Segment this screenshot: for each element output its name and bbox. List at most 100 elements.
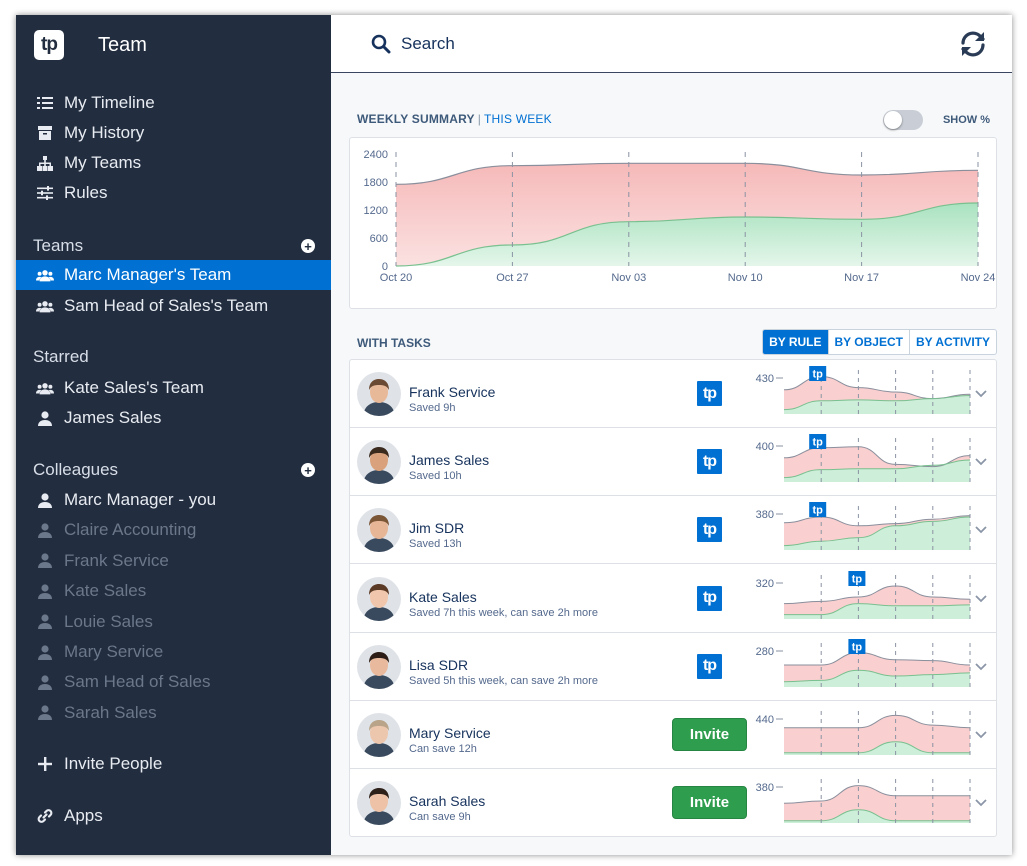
user-icon [36,491,54,509]
link-icon [36,807,54,825]
tp-badge-icon[interactable]: tp [697,585,722,611]
user-savings-text: Saved 5h this week, can save 2h more [409,674,598,687]
user-name[interactable]: Lisa SDR [409,656,469,673]
spark-saved-area [784,603,970,619]
team-item-marc[interactable]: Marc Manager's Team [16,260,331,290]
nav-my-history[interactable]: My History [16,118,331,148]
search-button[interactable]: Search [371,34,455,54]
brand-logo[interactable]: tp [34,30,64,60]
list-item[interactable]: Jim SDR Saved 13h tp 380 tp [350,496,996,565]
apps-link[interactable]: Apps [16,801,331,831]
spark-peak-label: 440 [756,714,774,726]
chevron-down-icon[interactable] [974,796,988,808]
user-icon [36,704,54,722]
user-icon [36,613,54,631]
chevron-down-icon[interactable] [974,728,988,740]
tp-badge-icon[interactable]: tp [697,653,722,679]
user-savings-text: Saved 10h [409,470,462,483]
user-name[interactable]: Kate Sales [409,588,477,605]
chevron-down-icon[interactable] [974,592,988,604]
chevron-down-icon[interactable] [974,387,988,399]
user-name[interactable]: Jim SDR [409,520,465,537]
colleague-item[interactable]: Sam Head of Sales [16,667,331,697]
nav-label: Rules [64,183,108,202]
user-name[interactable]: Sarah Sales [409,793,486,810]
weekly-summary-heading: WEEKLY SUMMARY | THIS WEEK [357,112,552,126]
colleague-item[interactable]: Sarah Sales [16,698,331,728]
refresh-icon[interactable] [958,29,988,59]
tp-badge-icon[interactable]: tp [697,381,722,406]
segment-by-rule[interactable]: BY RULE [763,330,828,354]
invite-button[interactable]: Invite [672,718,747,751]
spark-tp-marker-label: tp [813,369,824,381]
add-team-button[interactable]: + [301,239,315,253]
colleague-item[interactable]: Marc Manager - you [16,485,331,515]
avatar [357,440,401,485]
colleague-item[interactable]: Kate Sales [16,576,331,606]
colleague-label: Kate Sales [64,581,147,601]
add-colleague-button[interactable]: + [301,463,315,477]
user-icon [36,673,54,691]
sidebar: tp Team My Timeline My History My Teams [16,15,331,855]
colleague-item[interactable]: Mary Service [16,637,331,667]
spark-tp-marker [809,434,827,450]
show-percent-toggle[interactable] [882,110,923,130]
starred-label: James Sales [64,408,162,427]
group-icon [36,297,54,315]
list-item[interactable]: James Sales Saved 10h tp 400 tp [350,428,996,497]
x-tick-label: Nov 17 [844,272,879,284]
colleague-item[interactable]: Louie Sales [16,607,331,637]
nav-my-teams[interactable]: My Teams [16,148,331,178]
spark-saved-area [784,460,970,483]
user-name[interactable]: James Sales [409,452,490,469]
spark-tp-marker-label: tp [813,505,824,517]
spark-tp-marker-label: tp [813,437,824,449]
search-icon [371,34,391,54]
colleague-label: Mary Service [64,642,164,661]
chevron-down-icon[interactable] [974,660,988,672]
starred-item-james[interactable]: James Sales [16,403,331,433]
avatar [357,508,401,553]
list-item[interactable]: Lisa SDR Saved 5h this week, can save 2h … [350,633,996,701]
x-tick-label: Oct 27 [496,272,528,284]
tp-badge-icon[interactable]: tp [697,449,722,475]
list-item[interactable]: Mary Service Can save 12h Invite 440 [350,701,996,769]
summary-separator: | [477,112,482,126]
list-item[interactable]: Frank Service Saved 9h tp 430 tp [350,360,996,428]
spark-peak-label: 430 [756,373,774,385]
chevron-down-icon[interactable] [974,523,988,535]
team-item-sam[interactable]: Sam Head of Sales's Team [16,291,331,321]
chevron-down-icon[interactable] [974,455,988,467]
tp-badge-icon[interactable]: tp [697,517,722,543]
invite-button[interactable]: Invite [672,786,747,820]
invite-people-link[interactable]: Invite People [16,749,331,779]
series-total-line [395,162,979,185]
summary-period-link[interactable]: THIS WEEK [484,112,552,126]
spark-saved-line [783,459,971,479]
list-item[interactable]: Sarah Sales Can save 9h Invite 380 [350,769,996,837]
spark-saved-area [784,395,970,414]
colleague-item[interactable]: Claire Accounting [16,515,331,545]
user-name[interactable]: Frank Service [409,384,496,400]
list-item[interactable]: Kate Sales Saved 7h this week, can save 2… [350,565,996,633]
spark-total-line [784,651,971,666]
summary-chart-svg: Oct 20 Oct 27 Nov 03 Nov 10 Nov 17 Nov 24 0 600… [364,149,996,284]
user-name[interactable]: Mary Service [409,725,491,741]
team-label: Marc Manager's Team [64,265,232,284]
colleague-label: Claire Accounting [64,520,197,540]
colleagues-heading: Colleagues + [33,458,315,482]
hierarchy-icon [36,154,54,172]
colleague-item[interactable]: Frank Service [16,546,331,576]
nav-my-timeline[interactable]: My Timeline [16,88,331,118]
nav-rules[interactable]: Rules [16,178,331,208]
user-sparkline: 400 tp [756,434,971,483]
colleague-label: Sarah Sales [64,702,157,722]
user-icon [36,643,54,661]
starred-item-kate-team[interactable]: Kate Sales's Team [16,373,331,403]
segment-by-object[interactable]: BY OBJECT [827,330,909,354]
spark-saved-line [784,741,970,754]
segment-by-activity[interactable]: BY ACTIVITY [908,330,996,354]
teams-heading: Teams + [33,234,315,258]
x-tick-label: Oct 20 [380,272,412,284]
timeline-icon [36,94,54,112]
